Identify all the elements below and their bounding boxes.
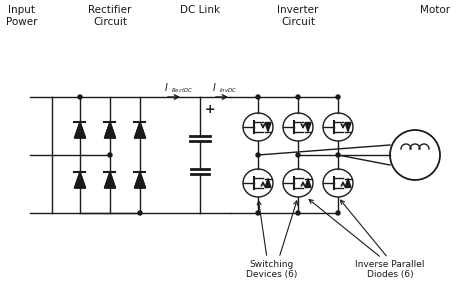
Text: Motor: Motor: [420, 5, 450, 15]
Circle shape: [296, 95, 300, 99]
Polygon shape: [265, 122, 271, 132]
Text: +: +: [205, 103, 216, 116]
Polygon shape: [104, 172, 116, 188]
Text: $_{RectDC}$: $_{RectDC}$: [171, 86, 193, 95]
Text: Inverse Parallel
Diodes (6): Inverse Parallel Diodes (6): [355, 260, 425, 279]
Text: Rectifier
Circuit: Rectifier Circuit: [88, 5, 132, 27]
Circle shape: [138, 211, 142, 215]
Circle shape: [256, 211, 260, 215]
Text: DC Link: DC Link: [180, 5, 220, 15]
Polygon shape: [345, 122, 351, 132]
Polygon shape: [135, 172, 146, 188]
Circle shape: [336, 95, 340, 99]
Circle shape: [336, 211, 340, 215]
Circle shape: [296, 211, 300, 215]
Polygon shape: [135, 122, 146, 138]
Circle shape: [78, 95, 82, 99]
Polygon shape: [74, 172, 85, 188]
Text: $I$: $I$: [164, 81, 169, 93]
Text: Switching
Devices (6): Switching Devices (6): [246, 260, 298, 279]
Circle shape: [296, 153, 300, 157]
Polygon shape: [104, 122, 116, 138]
Text: Input
Power: Input Power: [6, 5, 38, 27]
Text: Inverter
Circuit: Inverter Circuit: [277, 5, 319, 27]
Polygon shape: [74, 122, 85, 138]
Text: $I$: $I$: [212, 81, 217, 93]
Polygon shape: [265, 178, 271, 188]
Text: $_{InvDC}$: $_{InvDC}$: [219, 86, 237, 95]
Polygon shape: [305, 178, 311, 188]
Circle shape: [336, 153, 340, 157]
Circle shape: [256, 95, 260, 99]
Polygon shape: [305, 122, 311, 132]
Circle shape: [108, 153, 112, 157]
Circle shape: [256, 153, 260, 157]
Polygon shape: [345, 178, 351, 188]
